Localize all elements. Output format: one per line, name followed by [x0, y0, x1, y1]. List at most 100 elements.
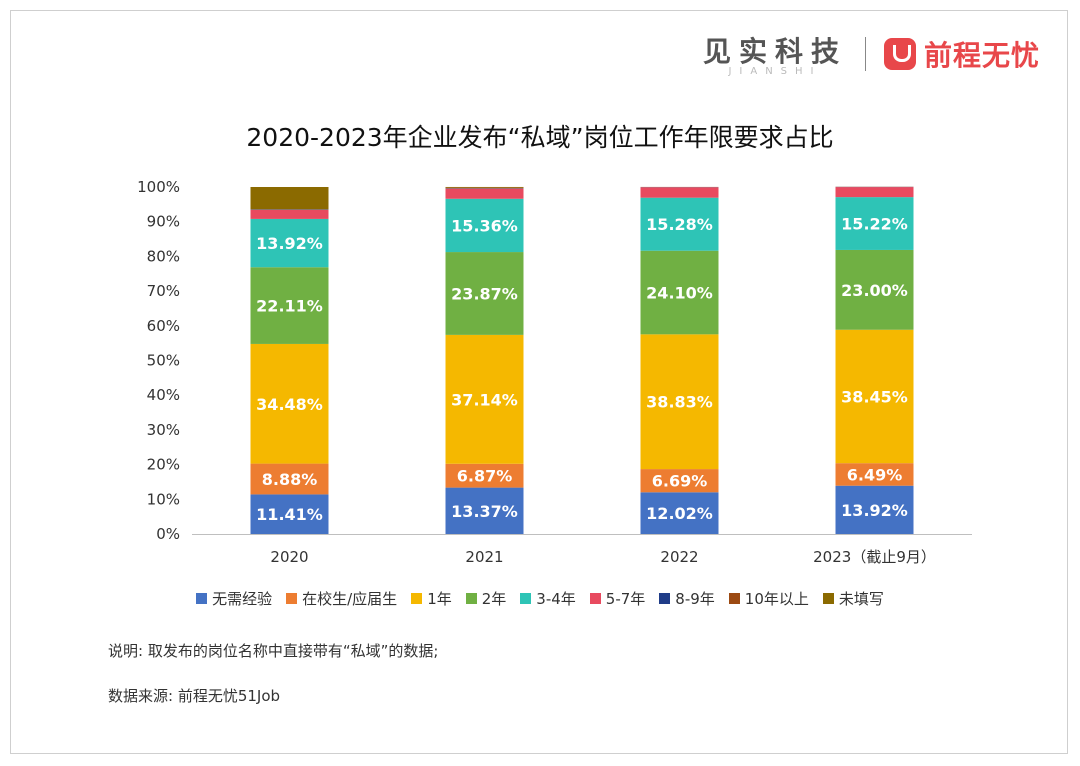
legend-item: 5-7年 [589, 588, 646, 609]
legend-swatch [196, 593, 208, 604]
bar-segment [640, 469, 719, 493]
brand-header: 见实科技 JIANSHI 前程无忧 [703, 30, 1040, 77]
legend-swatch [728, 593, 740, 604]
legend-swatch [520, 593, 532, 604]
bar-segment [835, 187, 914, 198]
y-tick-label: 50% [147, 352, 180, 370]
bar-segment [640, 187, 719, 198]
bar-segment [445, 188, 524, 199]
data-label: 15.28% [646, 215, 713, 234]
legend-item: 在校生/应届生 [286, 588, 397, 609]
bar-segment [250, 494, 329, 534]
x-tick-label: 2022 [660, 548, 698, 566]
legend-item: 8-9年 [659, 588, 715, 609]
legend-item: 10年以上 [728, 588, 809, 609]
data-label: 24.10% [646, 284, 713, 303]
legend-label: 8-9年 [675, 590, 715, 608]
jianshi-sub: JIANSHI [728, 66, 822, 77]
legend-item: 1年 [411, 588, 452, 609]
legend-swatch [286, 593, 298, 604]
51job-name: 前程无忧 [923, 38, 1040, 72]
data-label: 23.87% [451, 284, 518, 303]
bar-segment [835, 249, 914, 330]
y-tick-label: 20% [147, 456, 180, 474]
data-label: 34.48% [256, 395, 323, 414]
data-label: 38.45% [841, 387, 908, 406]
51job-logo-icon [883, 37, 916, 70]
legend-item: 未填写 [822, 588, 884, 609]
data-label: 38.83% [646, 393, 713, 412]
legend-item: 3-4年 [520, 588, 576, 609]
bar-segment [640, 334, 719, 470]
legend-label: 1年 [427, 590, 452, 608]
y-tick-label: 80% [147, 247, 180, 265]
bar-segment [250, 463, 329, 495]
bar-segment [445, 252, 524, 335]
legend-swatch [659, 593, 671, 604]
bar-segment [835, 197, 914, 250]
x-tick-label: 2023（截止9月） [813, 548, 936, 566]
y-tick-label: 0% [156, 525, 180, 543]
bar-segment [835, 485, 914, 534]
y-tick-label: 60% [147, 317, 180, 335]
jianshi-logo: 见实科技 JIANSHI [703, 30, 847, 77]
bar-segment [445, 187, 524, 189]
data-label: 6.49% [847, 465, 903, 484]
bar-segment [445, 463, 524, 488]
data-label: 13.92% [256, 234, 323, 253]
data-label: 6.87% [457, 467, 513, 486]
legend-label: 在校生/应届生 [302, 590, 398, 608]
bar-segment [250, 209, 329, 219]
legend-swatch [589, 593, 601, 604]
source-note: 数据来源: 前程无忧51Job [108, 687, 281, 705]
51job-logo: 前程无忧 [883, 34, 1040, 74]
y-tick-label: 10% [147, 490, 180, 508]
y-tick-label: 40% [147, 386, 180, 404]
data-label: 13.37% [451, 502, 518, 521]
data-label: 13.92% [841, 501, 908, 520]
bar-segment [640, 492, 719, 534]
chart-legend: 无需经验 在校生/应届生 1年 2年 3-4年 5-7年 8-9年 10年以上 未填写 [0, 588, 1080, 609]
legend-label: 无需经验 [212, 590, 273, 608]
bar-segment [640, 250, 719, 335]
data-label: 12.02% [646, 504, 713, 523]
bar-segment [250, 218, 329, 268]
bar-segment [445, 487, 524, 534]
data-label: 15.22% [841, 215, 908, 234]
bar-segment [445, 186, 524, 188]
legend-swatch [411, 593, 423, 604]
legend-swatch [465, 593, 477, 604]
bar-segment [250, 267, 329, 344]
jianshi-name: 见实科技 [702, 35, 847, 68]
bar-segment [250, 343, 329, 464]
data-label: 11.41% [256, 505, 323, 524]
x-tick-label: 2021 [465, 548, 503, 566]
chart-title: 2020-2023年企业发布“私域”岗位工作年限要求占比 [246, 123, 834, 152]
legend-label: 10年以上 [744, 590, 809, 608]
y-tick-label: 90% [147, 213, 180, 231]
bar-segment [250, 187, 329, 210]
y-tick-label: 100% [137, 178, 180, 196]
legend-item: 无需经验 [196, 588, 272, 609]
data-label: 22.11% [256, 297, 323, 316]
explanation-note: 说明: 取发布的岗位名称中直接带有“私域”的数据; [108, 642, 439, 660]
bar-segment [835, 463, 914, 486]
data-label: 6.69% [652, 472, 708, 491]
legend-label: 2年 [481, 590, 507, 608]
data-label: 37.14% [451, 390, 518, 409]
y-tick-label: 30% [147, 421, 180, 439]
data-label: 8.88% [262, 470, 318, 489]
bar-segment [445, 198, 524, 253]
bar-segment [445, 334, 524, 464]
brand-divider [864, 36, 866, 71]
legend-label: 未填写 [838, 590, 884, 608]
y-tick-label: 70% [147, 282, 180, 300]
legend-swatch [822, 593, 834, 604]
bar-segment [640, 197, 719, 251]
legend-label: 5-7年 [605, 590, 646, 608]
x-tick-label: 2020 [270, 548, 308, 566]
legend-item: 2年 [465, 588, 507, 609]
data-label: 15.36% [451, 216, 518, 235]
bar-segment [835, 329, 914, 464]
